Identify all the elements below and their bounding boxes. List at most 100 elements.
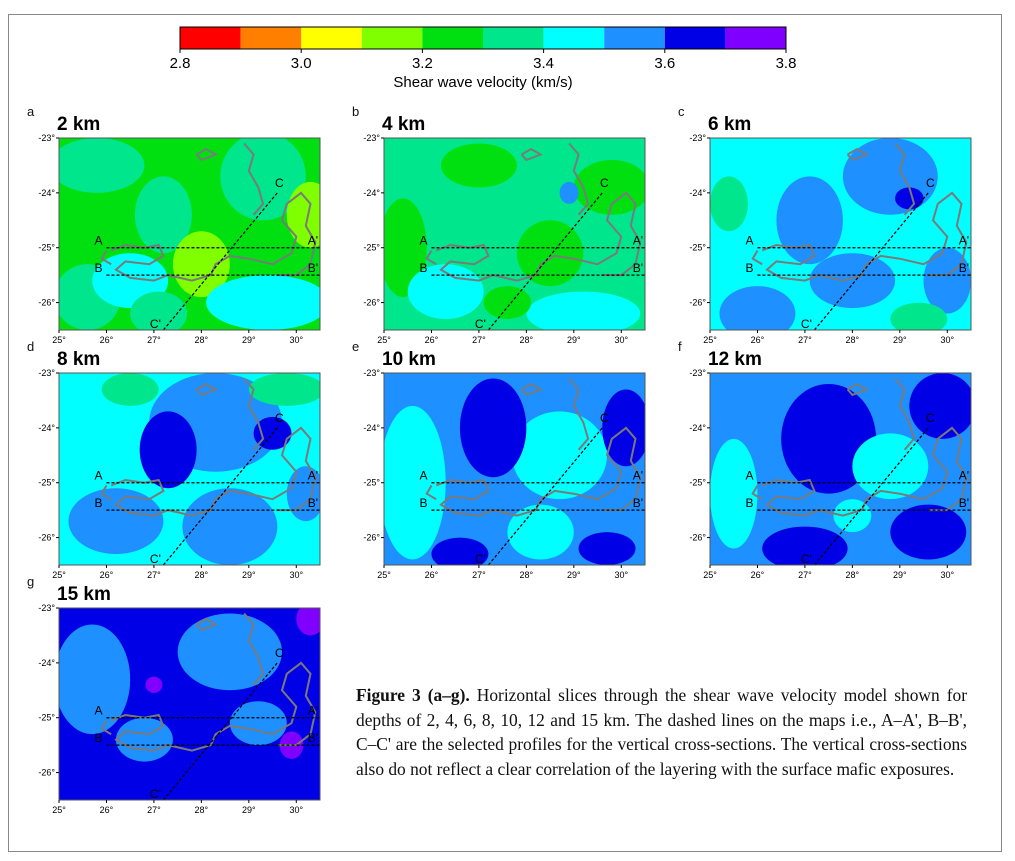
map-frame [58,372,321,566]
profile-label: A' [959,234,969,248]
y-tick-label: -26° [38,298,55,308]
mafic-exposure-outline [751,484,763,501]
velocity-anomaly [384,198,427,298]
map-panel-a: a 2 km A A' B B' C' C 25° 26° 27° 28° 29° 30° -23° -24°… [27,104,323,355]
profile-label: A [745,234,753,248]
mafic-exposure-outline [568,142,590,216]
colorbar-title: Shear wave velocity (km/s) [393,74,572,91]
velocity-anomaly [852,433,929,500]
y-tick-label: -25° [689,243,706,253]
map-frame [709,137,972,331]
velocity-anomaly [526,291,641,330]
mafic-exposure-outline [195,147,218,162]
mafic-exposure-outline [195,617,218,632]
x-tick-label: 27° [147,805,161,815]
colorbar-tick-label: 3.8 [776,55,797,72]
x-tick-label: 26° [425,570,439,580]
velocity-anomaly [286,466,320,522]
velocity-anomaly [710,176,748,232]
map-panel-d: d 8 km A A' B B' C' C 25° 26° 27° 28° 29° 30° -23° -24°… [27,339,323,590]
map-panel-f: f 12 km A A' B B' C' C 25° 26° 27° 28° 29° 30° -23° -24… [678,339,974,590]
colorbar-tick-label: 3.6 [654,55,675,72]
profile-label: B' [308,496,318,510]
profile-label: B' [959,496,969,510]
velocity-anomaly [512,411,608,500]
mafic-exposure-outline [110,426,317,517]
x-tick-label: 26° [100,805,114,815]
y-tick-label: -25° [38,243,55,253]
x-tick-label: 26° [425,335,439,345]
figure-frame [8,14,1002,852]
x-tick-label: 30° [289,570,303,580]
y-tick-label: -24° [363,423,380,433]
profile-label: B [94,731,102,745]
y-tick-label: -24° [689,423,706,433]
x-tick-label: 28° [520,570,534,580]
y-tick-label: -23° [38,133,55,143]
velocity-anomaly [220,138,306,221]
colorbar-tick-label: 3.4 [533,55,554,72]
velocity-map: A A' B B' C' C 25° 26° 27° 28° 29° 30° -23° -24° -25° -… [363,133,646,345]
velocity-anomaly [909,373,971,439]
mafic-exposure-outline [243,612,265,686]
x-tick-label: 28° [195,805,209,815]
x-tick-label: 29° [893,570,907,580]
x-tick-label: 27° [147,570,161,580]
map-frame [383,137,646,331]
y-tick-label: -25° [38,713,55,723]
profile-label: A' [308,234,318,248]
profile-label: A' [633,469,643,483]
velocity-anomaly [68,488,164,555]
x-tick-label: 26° [751,570,765,580]
mafic-exposure-outline [243,142,265,216]
panel-depth-title: 4 km [382,114,426,135]
x-tick-label: 30° [289,335,303,345]
x-tick-label: 28° [195,335,209,345]
profile-label: C [275,411,284,425]
velocity-map: A A' B B' C' C 25° 26° 27° 28° 29° 30° -23° -24° -25° -… [689,368,972,580]
mafic-exposure-outline [110,661,317,752]
mafic-exposure-outline [894,142,916,216]
y-tick-label: -26° [38,768,55,778]
x-tick-label: 25° [703,570,717,580]
x-tick-label: 27° [472,570,486,580]
y-tick-label: -25° [38,478,55,488]
velocity-map: A A' B B' C' C 25° 26° 27° 28° 29° 30° -23° -24° -25° -… [363,368,646,580]
map-panel-b: b 4 km A A' B B' C' C 25° 26° 27° 28° 29° 30° -23° -24°… [352,104,648,355]
profile-label: B' [308,261,318,275]
profile-label: C' [475,317,486,331]
mafic-exposure-outline [435,191,642,282]
colorbar-segment [604,27,665,49]
map-frame [383,372,646,566]
colorbar-segment [180,27,241,49]
x-tick-label: 29° [242,335,256,345]
profile-label: C [926,176,935,190]
x-tick-label: 29° [242,570,256,580]
colorbar-tick-label: 2.8 [170,55,191,72]
x-tick-label: 27° [798,570,812,580]
panel-depth-title: 6 km [708,114,752,135]
x-tick-label: 26° [100,570,114,580]
mafic-exposure-outline [100,484,112,501]
panel-letter: e [352,339,360,354]
x-tick-label: 28° [846,335,860,345]
x-tick-label: 25° [377,335,391,345]
map-panel-c: c 6 km A A' B B' C' C 25° 26° 27° 28° 29° 30° -23° -24°… [678,104,974,355]
velocity-anomaly [431,537,489,565]
velocity-anomaly [134,176,192,254]
x-tick-label: 27° [472,335,486,345]
mafic-exposure-outline [846,382,869,397]
profile-label: B' [633,496,643,510]
x-tick-label: 30° [940,570,954,580]
velocity-anomaly [923,247,971,314]
y-tick-label: -25° [363,243,380,253]
colorbar-border [179,26,787,50]
y-tick-label: -26° [363,533,380,543]
panel-letter: b [352,104,360,119]
mafic-exposure-outline [520,147,543,162]
velocity-map: A A' B B' C' C 25° 26° 27° 28° 29° 30° -23° -24° -25° -… [689,133,972,345]
y-tick-label: -23° [38,368,55,378]
velocity-anomaly [578,532,636,565]
velocity-anomaly [559,181,579,204]
y-tick-label: -26° [38,533,55,543]
